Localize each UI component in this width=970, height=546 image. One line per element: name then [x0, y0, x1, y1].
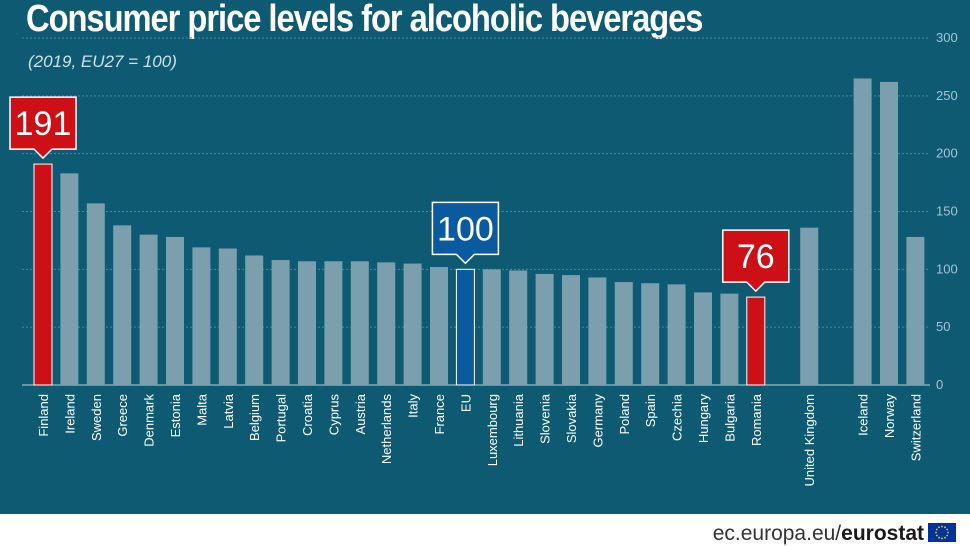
value-callouts: 191 100 76: [9, 96, 790, 293]
bar-slovenia: [535, 273, 554, 385]
callout-eu: [431, 201, 500, 265]
category-label: Malta: [194, 393, 209, 426]
category-label: Spain: [643, 394, 658, 427]
y-tick-label: 0: [936, 377, 943, 392]
y-tick-label: 300: [936, 30, 958, 45]
bar-czechia: [667, 284, 686, 385]
category-label: Austria: [353, 393, 368, 434]
category-label: Luxembourg: [485, 394, 500, 466]
y-tick-label: 250: [936, 88, 958, 103]
callout-romania: [722, 229, 790, 293]
y-tick-label: 50: [936, 319, 950, 334]
category-label: EU: [458, 394, 473, 412]
category-label: Lithuania: [511, 393, 526, 447]
category-label: Ireland: [62, 394, 77, 434]
footer: ec.europa.eu/eurostat: [713, 522, 956, 546]
y-tick-label: 200: [936, 146, 958, 161]
category-label: Estonia: [168, 393, 183, 437]
category-label: Germany: [590, 394, 605, 448]
y-tick-label: 150: [936, 204, 958, 219]
chart-subtitle: (2019, EU27 = 100): [28, 52, 177, 71]
bar-eu: [455, 268, 475, 386]
bar-hungary: [694, 292, 712, 385]
bars: [33, 78, 925, 386]
y-tick-label: 100: [936, 261, 958, 276]
category-label: Cyprus: [326, 394, 341, 436]
callout-value: 100: [437, 210, 494, 248]
bar-germany: [588, 277, 607, 385]
category-label: Denmark: [142, 394, 157, 447]
bar-chart: 0 50 100 150 200 250 300 Finland Ireland Sweden G…: [9, 30, 958, 487]
bar-lithuania: [509, 270, 528, 385]
category-label: United Kingdom: [802, 394, 817, 487]
bar-portugal: [271, 260, 290, 385]
category-label: Norway: [882, 394, 897, 439]
bar-estonia: [166, 236, 184, 385]
callout-finland: [9, 96, 77, 160]
category-label: Slovakia: [564, 393, 579, 443]
bar-austria: [350, 261, 369, 385]
bar-latvia: [218, 248, 237, 385]
category-label: Slovenia: [538, 393, 553, 444]
bar-italy: [403, 263, 422, 385]
bar-romania: [746, 296, 766, 386]
bar-sweden: [86, 203, 105, 385]
bar-poland: [614, 282, 633, 385]
bar-united-kingdom: [800, 227, 819, 385]
bar-iceland: [853, 78, 872, 385]
category-label: Czechia: [670, 393, 685, 441]
category-label: France: [432, 394, 447, 434]
category-label: Croatia: [300, 393, 315, 436]
category-label: Finland: [36, 394, 51, 437]
bar-switzerland: [906, 236, 925, 385]
bar-ireland: [60, 173, 79, 385]
category-label: Belgium: [247, 394, 262, 441]
bar-malta: [192, 247, 211, 385]
category-label: Romania: [749, 393, 764, 446]
category-labels: Finland Ireland Sweden Greece Denmark Estonia…: [36, 393, 923, 486]
bar-norway: [880, 81, 898, 385]
category-label: Portugal: [274, 394, 289, 443]
callout-value: 76: [737, 238, 775, 276]
bar-slovakia: [562, 275, 580, 385]
bar-greece: [113, 225, 132, 385]
bar-france: [430, 267, 448, 385]
bar-croatia: [298, 261, 316, 385]
bar-finland: [33, 163, 53, 386]
bar-bulgaria: [720, 293, 739, 385]
category-label: Sweden: [89, 394, 104, 441]
eu-flag-icon: [928, 523, 956, 542]
category-label: Italy: [406, 394, 421, 418]
callout-value: 191: [15, 105, 72, 143]
category-label: Iceland: [856, 394, 871, 436]
bar-spain: [641, 283, 660, 385]
bar-belgium: [245, 255, 264, 385]
category-label: Bulgaria: [722, 393, 737, 441]
chart-title: Consumer price levels for alcoholic beve…: [26, 0, 703, 40]
bar-luxembourg: [482, 269, 501, 385]
category-label: Latvia: [221, 393, 236, 428]
bar-cyprus: [324, 261, 343, 385]
category-label: Switzerland: [908, 394, 923, 461]
y-axis-ticks: 0 50 100 150 200 250 300: [936, 30, 958, 392]
footer-site: ec.europa.eu/: [712, 522, 842, 545]
category-label: Greece: [115, 394, 130, 437]
footer-brand: eurostat: [841, 522, 924, 545]
category-label: Netherlands: [379, 394, 394, 465]
bar-netherlands: [377, 262, 396, 385]
category-label: Hungary: [696, 394, 711, 444]
category-label: Poland: [617, 394, 632, 434]
bar-denmark: [139, 234, 158, 385]
